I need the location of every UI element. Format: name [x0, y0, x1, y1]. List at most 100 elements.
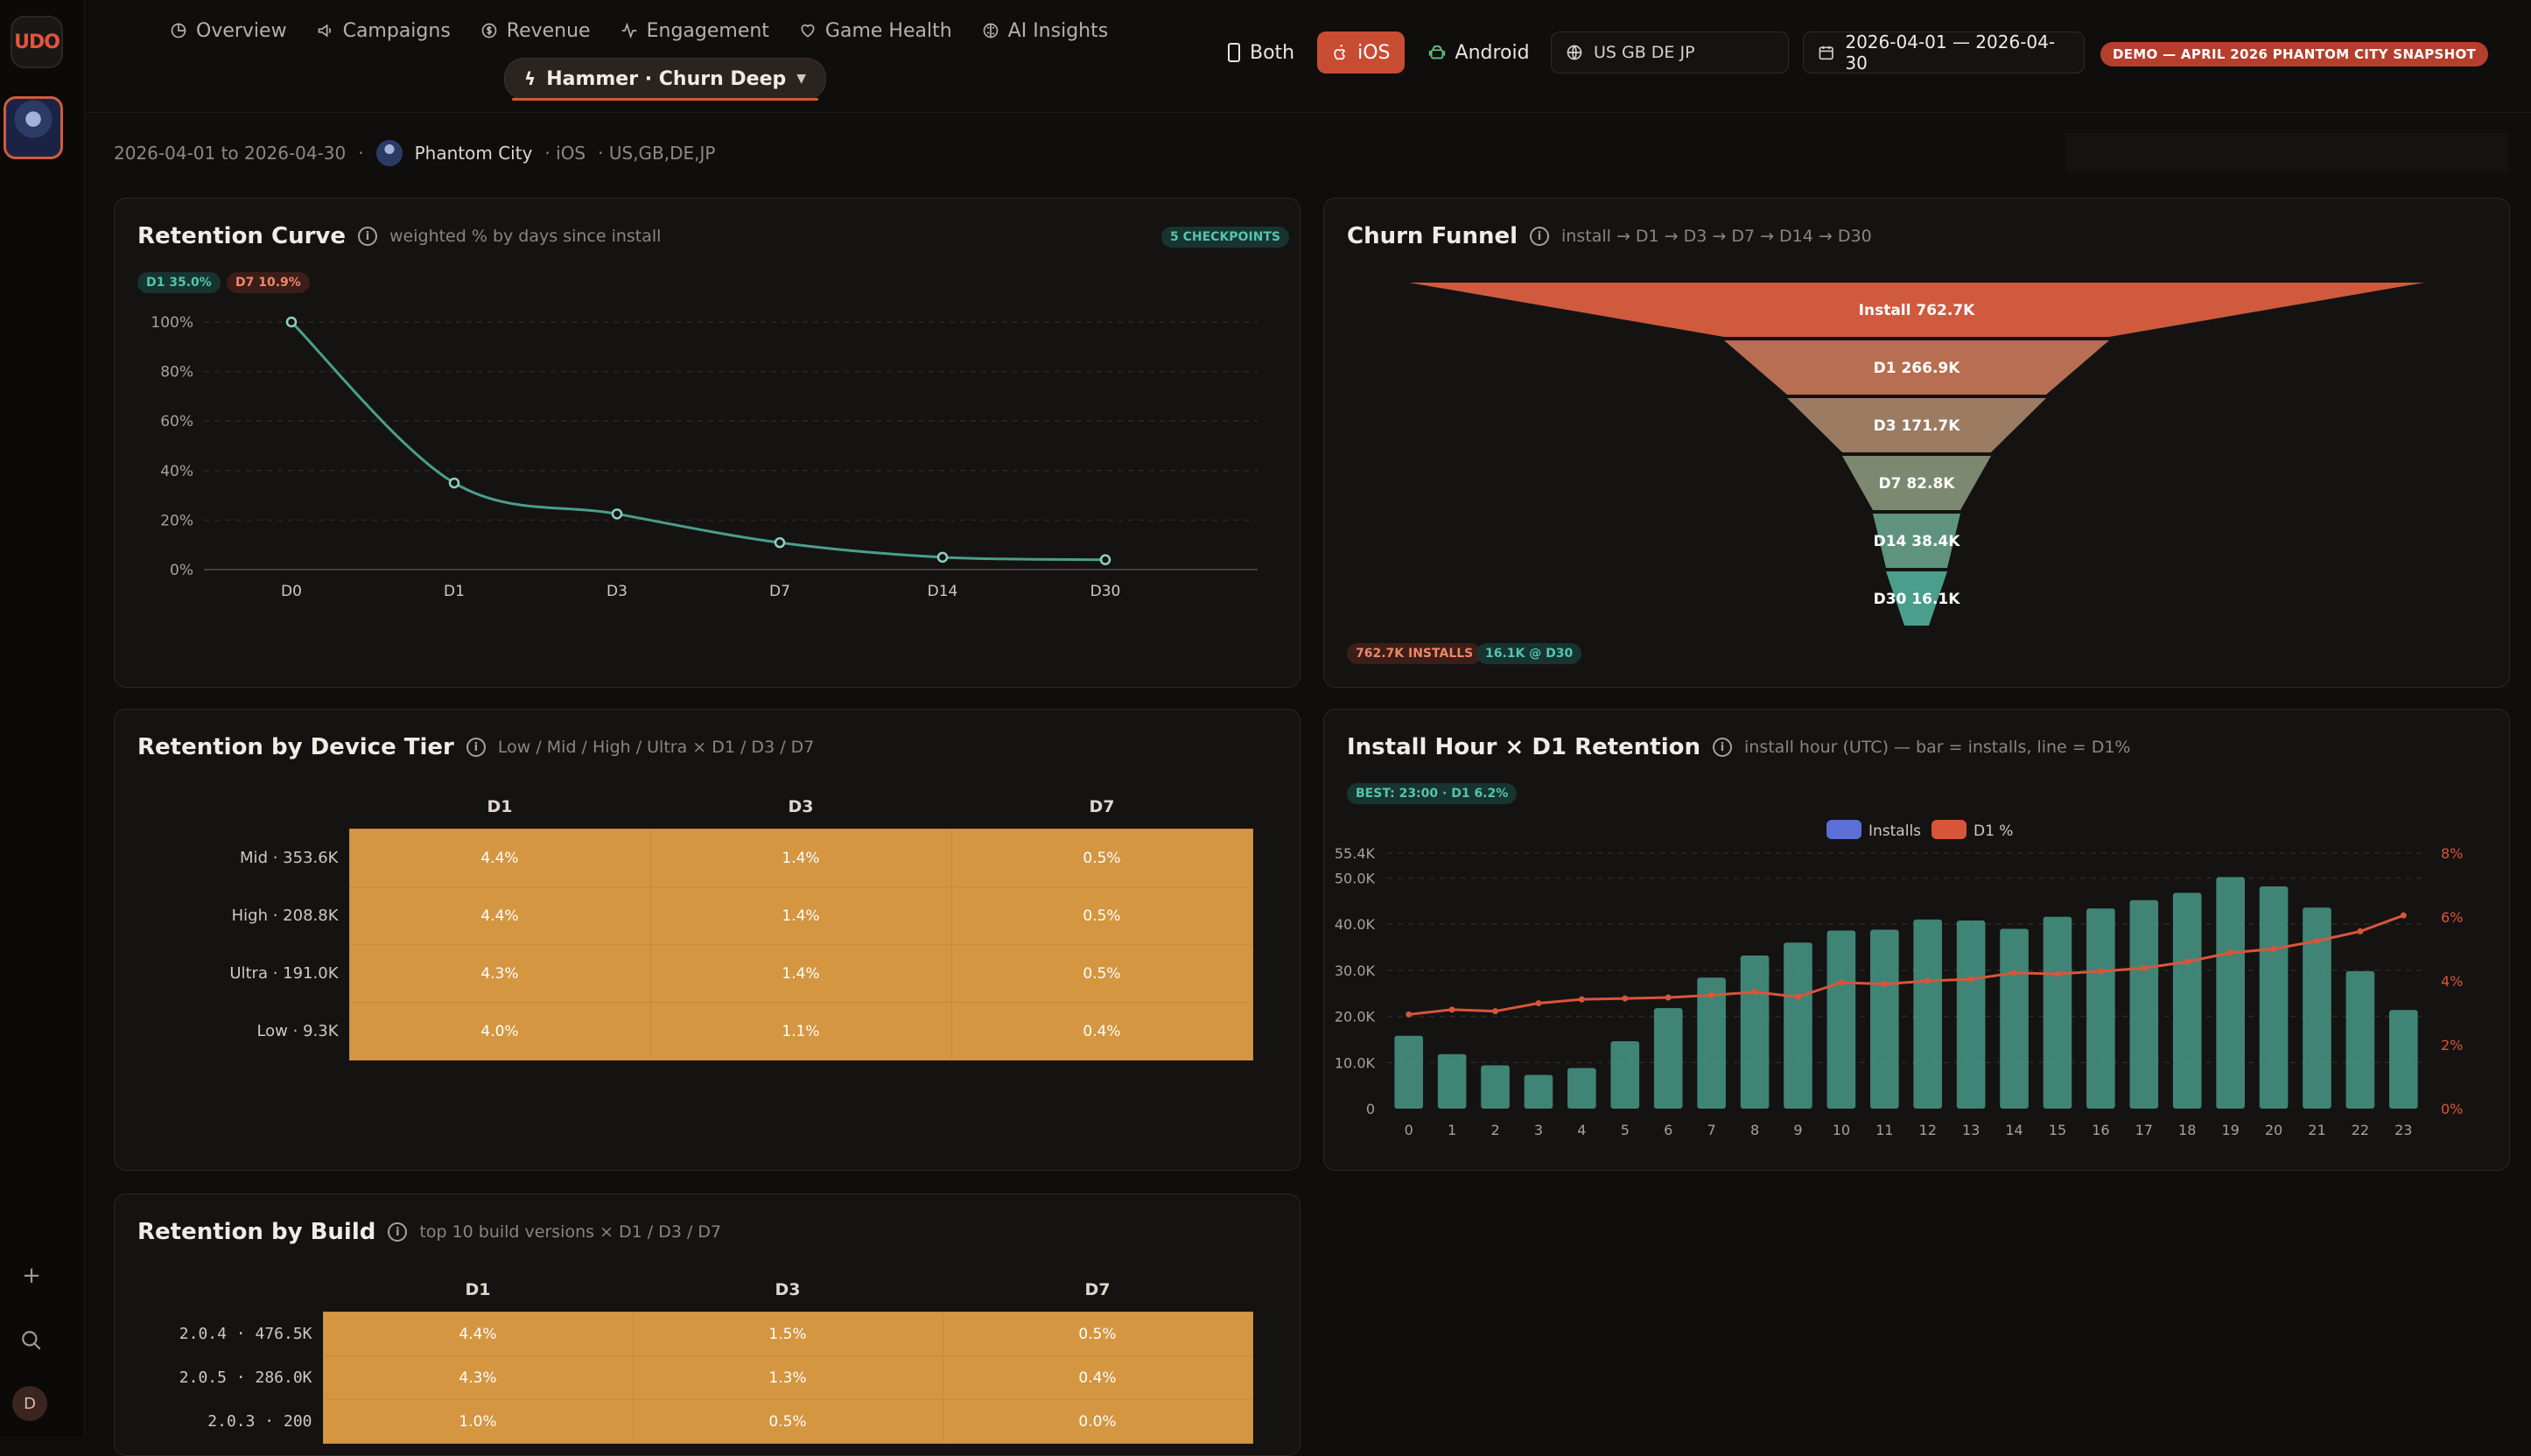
- x-tick-label: 10: [1833, 1122, 1850, 1138]
- heat-cell[interactable]: 0.5%: [942, 1312, 1253, 1356]
- add-icon[interactable]: +: [22, 1263, 41, 1289]
- funnel-stage: [1842, 456, 1991, 510]
- date-range-picker[interactable]: 2026-04-01 — 2026-04-30: [1803, 32, 2085, 74]
- heat-cell[interactable]: 4.3%: [322, 1355, 634, 1400]
- d1-point: [2184, 958, 2191, 965]
- row-label: Ultra · 191.0K: [229, 964, 339, 983]
- installs-bar: [2303, 907, 2331, 1109]
- platform-ios-button[interactable]: iOS: [1317, 32, 1405, 74]
- info-icon[interactable]: i: [1530, 227, 1550, 246]
- heat-cell[interactable]: 4.4%: [348, 829, 651, 887]
- nav-ai-insights[interactable]: AI Insights: [982, 16, 1108, 46]
- y-tick-label: 30.0K: [1335, 962, 1376, 979]
- data-point: [611, 508, 623, 520]
- column-header: D3: [775, 1280, 801, 1299]
- heat-cell[interactable]: 1.5%: [632, 1312, 943, 1356]
- build-heatmap: D1 D3 D7 2.0.4 · 476.5K 4.4% 1.5% 0.5% 2…: [169, 1268, 1253, 1444]
- heat-cell[interactable]: 4.3%: [348, 944, 651, 1003]
- platform-android-button[interactable]: Android: [1413, 32, 1544, 74]
- country-filter-value: US GB DE JP: [1594, 43, 1695, 62]
- x-tick-label: 16: [2092, 1122, 2109, 1138]
- x-tick-label: 0: [1405, 1122, 1413, 1138]
- nav-overview[interactable]: Overview: [170, 16, 287, 46]
- installs-bar: [1956, 920, 1986, 1109]
- installs-bar: [1437, 1054, 1467, 1109]
- app-switcher-phantom-city[interactable]: [4, 96, 63, 159]
- heat-cell[interactable]: 0.0%: [942, 1399, 1253, 1444]
- d1-point: [2097, 968, 2104, 975]
- heat-cell[interactable]: 0.5%: [950, 944, 1253, 1003]
- heat-cell[interactable]: 4.4%: [322, 1312, 634, 1356]
- heat-cell[interactable]: 4.4%: [348, 886, 651, 945]
- heat-cell[interactable]: 0.5%: [950, 829, 1253, 887]
- data-point: [285, 316, 298, 328]
- x-tick-label: 13: [1962, 1122, 1980, 1138]
- calendar-icon: [1819, 46, 1833, 60]
- x-tick-label: 9: [1793, 1122, 1802, 1138]
- main-nav: Overview Campaigns Revenue Engagement Ga…: [170, 16, 1108, 46]
- y-tick-label: 0%: [170, 562, 193, 579]
- platform-label: iOS: [1357, 41, 1391, 64]
- row-label: 2.0.5 · 286.0K: [179, 1368, 312, 1387]
- info-icon[interactable]: i: [1713, 738, 1733, 757]
- card-subtitle: install → D1 → D3 → D7 → D14 → D30: [1561, 227, 1872, 246]
- demo-badge: DEMO — APRIL 2026 PHANTOM CITY SNAPSHOT: [2100, 42, 2489, 66]
- y-tick-label: 55.4K: [1335, 845, 1376, 862]
- user-avatar[interactable]: D: [12, 1386, 47, 1421]
- report-selector[interactable]: ϟ Hammer · Churn Deep ▼: [504, 58, 827, 101]
- d1-point: [2357, 928, 2364, 934]
- x-tick-label: 3: [1534, 1122, 1543, 1138]
- nav-game-health[interactable]: Game Health: [799, 16, 952, 46]
- nav-revenue[interactable]: Revenue: [480, 16, 591, 46]
- context-geos: · US,GB,DE,JP: [598, 143, 716, 164]
- info-icon[interactable]: i: [358, 227, 377, 246]
- heat-cell[interactable]: 0.4%: [942, 1355, 1253, 1400]
- d1-point: [2400, 912, 2407, 919]
- heat-cell[interactable]: 1.3%: [632, 1355, 943, 1400]
- y-tick-label: 0: [1366, 1101, 1375, 1117]
- search-icon[interactable]: [18, 1326, 46, 1354]
- nav-engagement[interactable]: Engagement: [620, 16, 769, 46]
- heat-cell[interactable]: 1.4%: [649, 829, 952, 887]
- funnel-stage-label: D3 171.7K: [1874, 417, 1961, 435]
- x-tick-label: 11: [1875, 1122, 1893, 1138]
- heat-cell[interactable]: 4.0%: [348, 1002, 651, 1060]
- info-icon[interactable]: i: [466, 738, 486, 757]
- card-title: Install Hour × D1 Retention: [1347, 734, 1701, 760]
- left-rail: UDO + D: [0, 0, 85, 1437]
- d1-point: [2141, 964, 2148, 971]
- nav-campaigns[interactable]: Campaigns: [317, 16, 451, 46]
- heat-cell[interactable]: 1.0%: [322, 1399, 634, 1444]
- install-hour-card: Install Hour × D1 Retention i install ho…: [1323, 709, 2510, 1171]
- brand-logo[interactable]: UDO: [11, 16, 63, 68]
- row-label: Low · 9.3K: [256, 1022, 339, 1040]
- x-tick-label: 18: [2178, 1122, 2196, 1138]
- x-tick-label: D1: [444, 583, 465, 600]
- x-tick-label: 1: [1448, 1122, 1456, 1138]
- x-tick-label: 14: [2005, 1122, 2023, 1138]
- x-tick-label: 20: [2265, 1122, 2282, 1138]
- x-tick-label: 22: [2352, 1122, 2369, 1138]
- lightning-icon: ϟ: [524, 68, 536, 89]
- x-tick-label: 23: [2394, 1122, 2412, 1138]
- installs-bar: [1697, 977, 1726, 1109]
- installs-bar: [2043, 916, 2072, 1109]
- x-tick-label: 4: [1577, 1122, 1586, 1138]
- platform-both-button[interactable]: Both: [1213, 32, 1308, 74]
- d1-point: [1751, 989, 1758, 996]
- heat-cell[interactable]: 1.4%: [649, 886, 952, 945]
- x-tick-label: 8: [1750, 1122, 1759, 1138]
- heat-cell[interactable]: 0.4%: [950, 1002, 1253, 1060]
- heat-cell[interactable]: 0.5%: [632, 1399, 943, 1444]
- heat-cell[interactable]: 1.4%: [649, 944, 952, 1003]
- country-filter[interactable]: US GB DE JP: [1551, 32, 1789, 74]
- heat-cell[interactable]: 0.5%: [950, 886, 1253, 945]
- installs-bar: [1481, 1065, 1510, 1109]
- installs-bar: [1784, 942, 1812, 1109]
- heat-cell[interactable]: 1.1%: [649, 1002, 952, 1060]
- table-row: 2.0.5 · 286.0K 4.3% 1.3% 0.4%: [169, 1355, 1253, 1400]
- installs-bar: [2345, 970, 2375, 1109]
- platform-label: Android: [1455, 41, 1530, 64]
- nav-label: Overview: [196, 19, 287, 42]
- info-icon[interactable]: i: [388, 1222, 408, 1242]
